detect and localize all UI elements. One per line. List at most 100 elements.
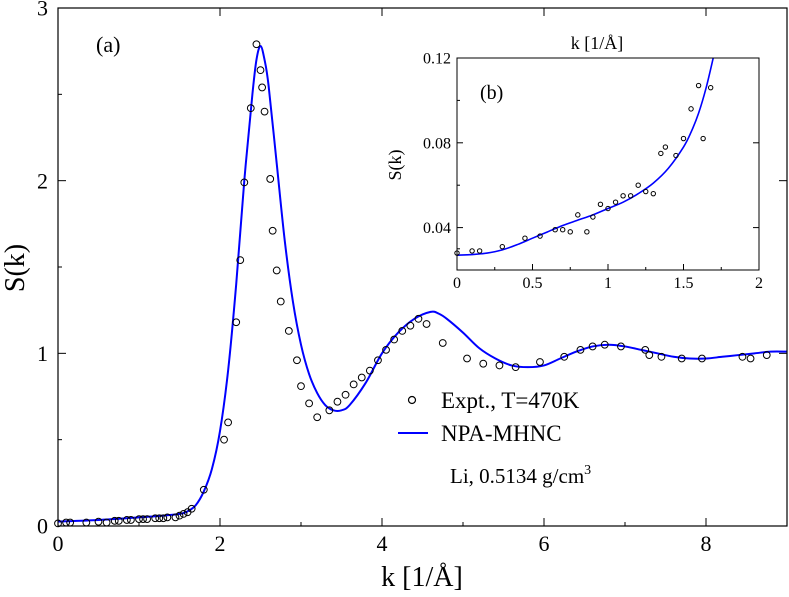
main-expt-point [94,517,103,526]
legend-expt-marker [407,395,417,405]
main-y-axis-label: S(k) [0,244,31,292]
main-y-tick-label: 1 [37,341,48,366]
inset-x-tick-label: 0.5 [523,275,543,292]
inset-expt-point [658,150,664,157]
inset-panel-label: (b) [480,82,503,104]
main-expt-point [163,513,172,522]
main-expt-point [175,511,184,520]
main-expt-point [276,297,285,306]
main-theory-curve [58,44,787,523]
main-expt-point [677,354,686,363]
main-expt-point [645,351,654,359]
main-expt-point [114,516,123,525]
main-expt-point [333,397,342,406]
main-expt-point [126,516,135,524]
main-expt-point [252,40,261,49]
inset-expt-point [597,201,604,207]
main-expt-point [438,339,447,347]
main-expt-point [224,418,233,427]
main-expt-point [236,256,245,264]
inset-expt-point [650,190,656,197]
main-expt-point [657,352,666,361]
main-expt-point [536,358,544,366]
main-y-tick-label: 0 [37,514,48,539]
inset-expt-point [575,212,581,218]
inset-x-tick-label: 2 [755,275,763,292]
main-expt-point [151,514,160,523]
inset-expt-point [605,205,611,212]
inset-expt-point [662,144,669,150]
inset-expt-point [476,248,483,254]
inset-y-tick-label: 0.12 [423,51,451,68]
main-expt-point [293,356,301,365]
inset-expt-point [627,193,634,199]
main-expt-point [139,515,147,523]
main-expt-point [463,354,471,363]
main-y-tick-label: 2 [37,168,48,193]
main-expt-point [232,318,241,327]
main-expt-point [220,435,228,444]
main-expt-point [600,340,609,349]
inset-expt-point [584,229,590,235]
main-expt-point [297,382,305,391]
main-expt-point [398,326,407,335]
main-expt-point [199,485,208,494]
main-x-tick-label: 8 [701,531,712,556]
main-expt-point [422,320,431,328]
inset-expt-point [537,233,543,239]
inset-expt-point [643,188,649,195]
main-expt-point [414,314,423,323]
main-x-tick-label: 0 [53,531,64,556]
inset-expt-point [688,106,694,112]
inset-expt-point [673,152,679,159]
inset-x-tick-label: 0 [453,275,461,292]
main-expt-point [240,178,249,187]
main-y-tick-label: 3 [37,0,48,21]
legend-theory-label: NPA-MHNC [441,421,562,446]
legend: Expt., T=470K NPA-MHNC [398,388,580,446]
main-expt-point [260,107,269,116]
inset-expt-point [567,229,573,235]
inset-x-axis-label: k [1/Å] [571,33,624,53]
main-expt-point [179,510,188,518]
material-annotation-text: Li, 0.5134 g/cm [450,464,584,488]
inset-x-tick-label: 1.5 [674,275,694,292]
inset-theory-curve [457,58,715,256]
inset-expt-point [469,248,475,254]
main-expt-point [305,399,314,408]
main-expt-point [284,326,293,335]
main-expt-point [266,175,275,183]
main-expt-point [135,515,143,523]
main-expt-point [560,352,569,361]
main-expt-point [187,504,196,513]
main-expt-point [272,266,281,275]
main-expt-point [746,354,755,363]
inset-chart: 0 0.5 1 1.5 2 0.04 0.08 0.12 (b) k [1/Å] S(k) [385,33,763,292]
inset-y-tick-label: 0.04 [423,220,451,237]
main-expt-point [588,342,597,351]
material-annotation: Li, 0.5134 g/cm3 [450,463,591,488]
main-expt-point [171,513,180,522]
inset-expt-point [612,199,619,205]
main-x-tick-label: 4 [377,531,388,556]
inset-expt-point [707,84,714,91]
inset-expt-point [700,135,706,142]
main-expt-point [159,514,168,523]
main-expt-point [341,390,350,399]
inset-y-axis-label: S(k) [385,149,406,180]
inset-expt-point [590,214,596,220]
inset-expt-point [695,82,702,89]
main-expt-point [143,515,152,523]
inset-background [457,58,759,270]
main-expt-point [495,361,504,370]
material-annotation-superscript: 3 [584,463,591,478]
main-expt-point [268,226,277,235]
main-expt-point [479,359,488,368]
main-expt-point [325,406,334,415]
main-x-tick-label: 2 [215,531,226,556]
main-expt-point [576,345,585,354]
inset-expt-point [499,243,505,250]
main-expt-point [246,104,255,113]
